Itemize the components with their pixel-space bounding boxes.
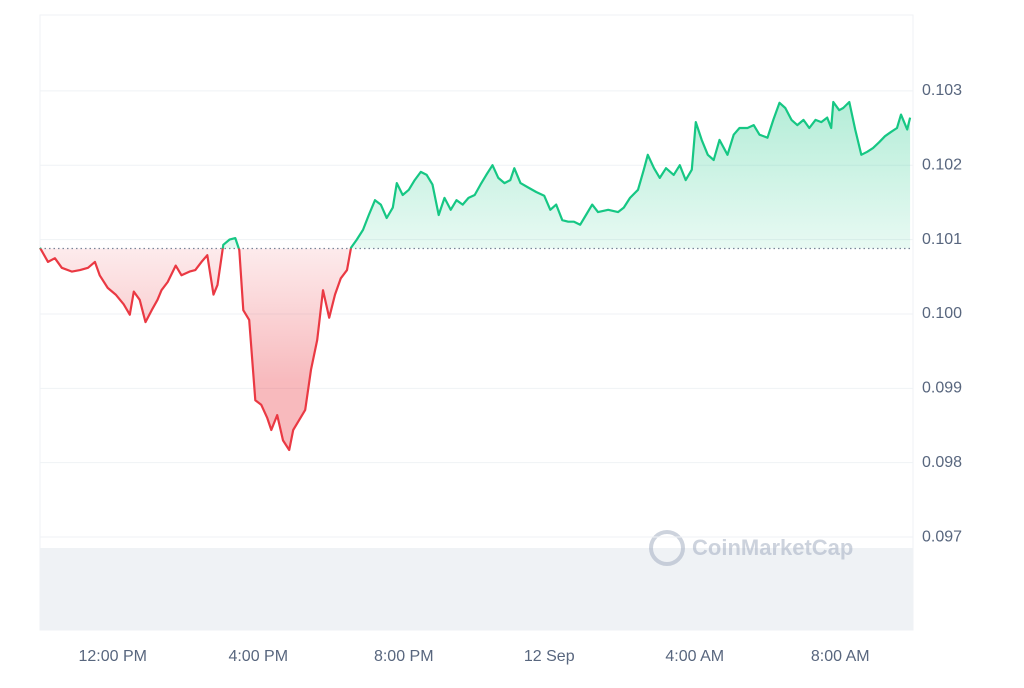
x-tick-label: 12:00 PM [79, 648, 147, 665]
watermark-text: CoinMarketCap [692, 535, 853, 560]
x-tick-label: 4:00 AM [665, 648, 724, 665]
y-tick-label: 0.100 [922, 305, 962, 322]
y-tick-label: 0.099 [922, 380, 962, 397]
x-tick-label: 12 Sep [524, 648, 575, 665]
y-tick-label: 0.097 [922, 528, 962, 545]
watermark-logo [649, 530, 685, 566]
price-line [39, 100, 912, 452]
volume-area [40, 548, 913, 630]
y-tick-label: 0.103 [922, 82, 962, 99]
x-tick-label: 8:00 PM [374, 648, 434, 665]
x-tick-label: 8:00 AM [811, 648, 870, 665]
y-tick-label: 0.101 [922, 231, 962, 248]
x-tick-label: 4:00 PM [228, 648, 288, 665]
area-shade [40, 102, 911, 450]
y-tick-label: 0.098 [922, 454, 962, 471]
watermark: CoinMarketCap [649, 530, 853, 566]
y-tick-label: 0.102 [922, 156, 962, 173]
